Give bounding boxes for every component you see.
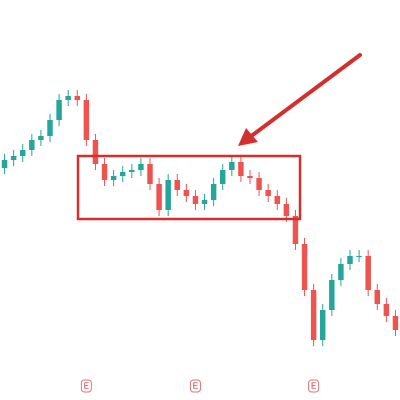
candle-body <box>229 162 235 170</box>
event-marker <box>189 379 201 393</box>
candle-body <box>210 184 217 200</box>
candle-body <box>192 196 199 204</box>
arrow-head <box>238 128 258 146</box>
candle-body <box>265 190 271 196</box>
candle-body <box>101 164 108 180</box>
candle-body <box>392 316 399 330</box>
candle-body <box>74 96 80 100</box>
candle-body <box>120 172 126 176</box>
candle-body <box>338 264 344 280</box>
arrow-shaft <box>248 53 362 139</box>
candle-body <box>10 156 17 160</box>
candle-body <box>220 170 226 184</box>
candle-body <box>156 184 162 210</box>
candle-body <box>347 256 353 264</box>
candle-body <box>301 244 308 290</box>
candle-body <box>138 164 144 170</box>
candle-body <box>310 290 317 340</box>
candle-body <box>283 204 290 216</box>
candle-body <box>47 120 53 136</box>
candles <box>1 90 399 346</box>
candle-body <box>329 280 335 310</box>
candle-body <box>38 136 44 140</box>
event-marker <box>80 379 92 393</box>
candle-body <box>65 96 71 100</box>
candle-body <box>83 100 90 140</box>
candle-body <box>1 160 8 168</box>
candle-body <box>201 200 208 204</box>
candle-body <box>174 180 180 190</box>
event-marker <box>308 379 320 393</box>
event-label: E <box>311 382 316 391</box>
highlight-box <box>76 154 302 221</box>
candle-body <box>110 176 117 180</box>
event-label: E <box>84 382 89 391</box>
candle-body <box>356 256 362 257</box>
candle-body <box>365 256 371 290</box>
candle-body <box>129 170 135 172</box>
candle-body <box>256 178 262 190</box>
candle-body <box>274 196 280 204</box>
candle-body <box>147 164 153 184</box>
candle-body <box>92 140 99 164</box>
candle-body <box>247 176 253 178</box>
candle-body <box>29 140 35 150</box>
candle-body <box>238 162 244 176</box>
candle-body <box>165 180 171 210</box>
event-label: E <box>193 382 198 391</box>
candle-body <box>320 310 326 340</box>
candle-body <box>292 216 299 244</box>
candle-body <box>183 190 190 196</box>
candle-body <box>20 150 26 156</box>
candle-body <box>383 304 390 316</box>
candle-body <box>374 290 380 304</box>
candle-body <box>56 100 62 120</box>
